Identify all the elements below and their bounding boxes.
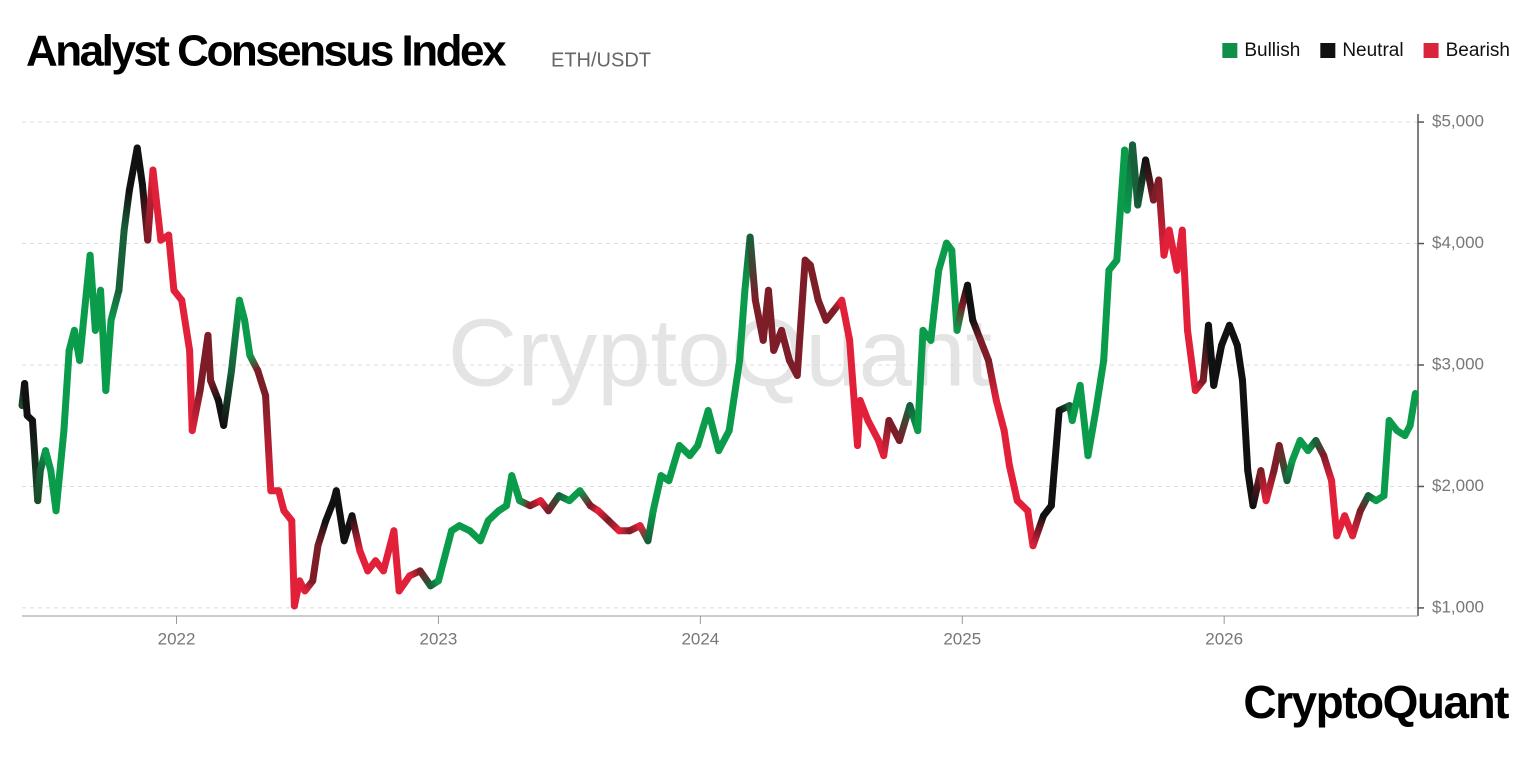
- price-segment: [348, 512, 364, 555]
- price-segment: [806, 261, 822, 304]
- price-segment: [927, 266, 943, 344]
- x-tick-label: 2024: [681, 629, 719, 648]
- price-segment: [1320, 452, 1336, 485]
- price-segment: [1029, 512, 1047, 550]
- price-segment: [314, 517, 330, 550]
- price-segment: [764, 286, 778, 354]
- price-segment: [204, 331, 215, 384]
- price-segment: [188, 387, 204, 435]
- price-segment: [120, 186, 133, 234]
- price-segment: [52, 427, 68, 515]
- brand-logo: CryptoQuant: [1243, 676, 1509, 728]
- y-tick-label: $1,000: [1432, 597, 1484, 616]
- legend-label: Neutral: [1342, 40, 1403, 61]
- y-tick-label: $2,000: [1432, 476, 1484, 495]
- price-segment: [725, 356, 744, 435]
- price-segment: [644, 507, 657, 545]
- price-segment: [746, 233, 759, 304]
- price-segment: [649, 472, 665, 515]
- price-segment: [149, 166, 165, 244]
- price-segment: [1000, 427, 1013, 470]
- price-segment: [1380, 417, 1393, 500]
- x-tick-label: 2026: [1205, 629, 1243, 648]
- price-segment: [309, 542, 322, 585]
- price-segment: [440, 527, 456, 565]
- price-segment: [102, 316, 115, 395]
- price-segment: [21, 379, 31, 420]
- price-segment: [1092, 356, 1108, 415]
- price-segment: [1210, 341, 1226, 389]
- price-segment: [992, 396, 1008, 435]
- price-segment: [133, 144, 146, 189]
- price-segment: [948, 246, 961, 334]
- price-segment: [1328, 477, 1341, 540]
- price-segment: [60, 346, 73, 435]
- price-segment: [969, 316, 985, 344]
- price-segment: [107, 286, 123, 324]
- price-segment: [115, 226, 128, 294]
- price-segment: [838, 296, 854, 344]
- chart-title: Analyst Consensus Index: [26, 27, 507, 76]
- price-segment: [1005, 462, 1021, 505]
- price-segment: [984, 356, 1000, 404]
- legend-swatch: [1423, 43, 1439, 58]
- price-segment: [1178, 226, 1192, 334]
- price-segment: [665, 442, 683, 485]
- chart-subtitle: ETH/USDT: [551, 49, 651, 71]
- price-segment: [778, 326, 793, 364]
- price-segment: [476, 517, 492, 545]
- price-segment: [856, 396, 872, 425]
- price-segment: [1084, 407, 1100, 460]
- price-segment: [1100, 266, 1113, 364]
- price-segment: [953, 301, 966, 334]
- price-segment: [322, 497, 338, 525]
- price-segment: [178, 296, 194, 354]
- watermark: CryptoQuant: [448, 299, 992, 406]
- price-segment: [1225, 321, 1241, 349]
- x-tick-label: 2025: [943, 629, 981, 648]
- price-segment: [332, 487, 348, 545]
- price-segment: [262, 391, 275, 495]
- price-segment: [220, 366, 236, 429]
- price-segment: [977, 336, 992, 364]
- y-tick-label: $5,000: [1432, 112, 1484, 131]
- price-segment: [1406, 389, 1419, 429]
- price-segment: [390, 527, 403, 595]
- price-segment: [964, 281, 977, 324]
- price-segment: [793, 256, 809, 379]
- price-segment: [34, 467, 44, 505]
- price-segment: [228, 296, 243, 374]
- price-segment: [1239, 376, 1252, 475]
- price-segment: [1349, 507, 1364, 540]
- price-segment: [914, 326, 927, 435]
- price-segment: [1184, 326, 1199, 395]
- price-segment: [1047, 407, 1063, 510]
- legend-swatch: [1320, 43, 1336, 58]
- price-segment: [254, 366, 270, 399]
- price-segment: [1233, 341, 1247, 384]
- price-segment: [508, 472, 524, 505]
- price-segment: [736, 286, 749, 364]
- price-segment: [715, 427, 733, 455]
- price-segment: [1262, 467, 1278, 505]
- price-segment: [207, 376, 222, 404]
- price-segment: [704, 407, 723, 455]
- legend-swatch: [1222, 43, 1238, 58]
- y-tick-label: $3,000: [1432, 354, 1484, 373]
- x-tick-label: 2022: [158, 629, 196, 648]
- price-segment: [864, 417, 882, 445]
- price-segment: [165, 231, 178, 294]
- price-segment: [935, 239, 951, 274]
- legend-label: Bullish: [1244, 40, 1300, 61]
- x-tick-label: 2023: [420, 629, 458, 648]
- legend-label: Bearish: [1446, 40, 1510, 61]
- y-tick-label: $4,000: [1432, 233, 1484, 252]
- price-segment: [241, 316, 254, 359]
